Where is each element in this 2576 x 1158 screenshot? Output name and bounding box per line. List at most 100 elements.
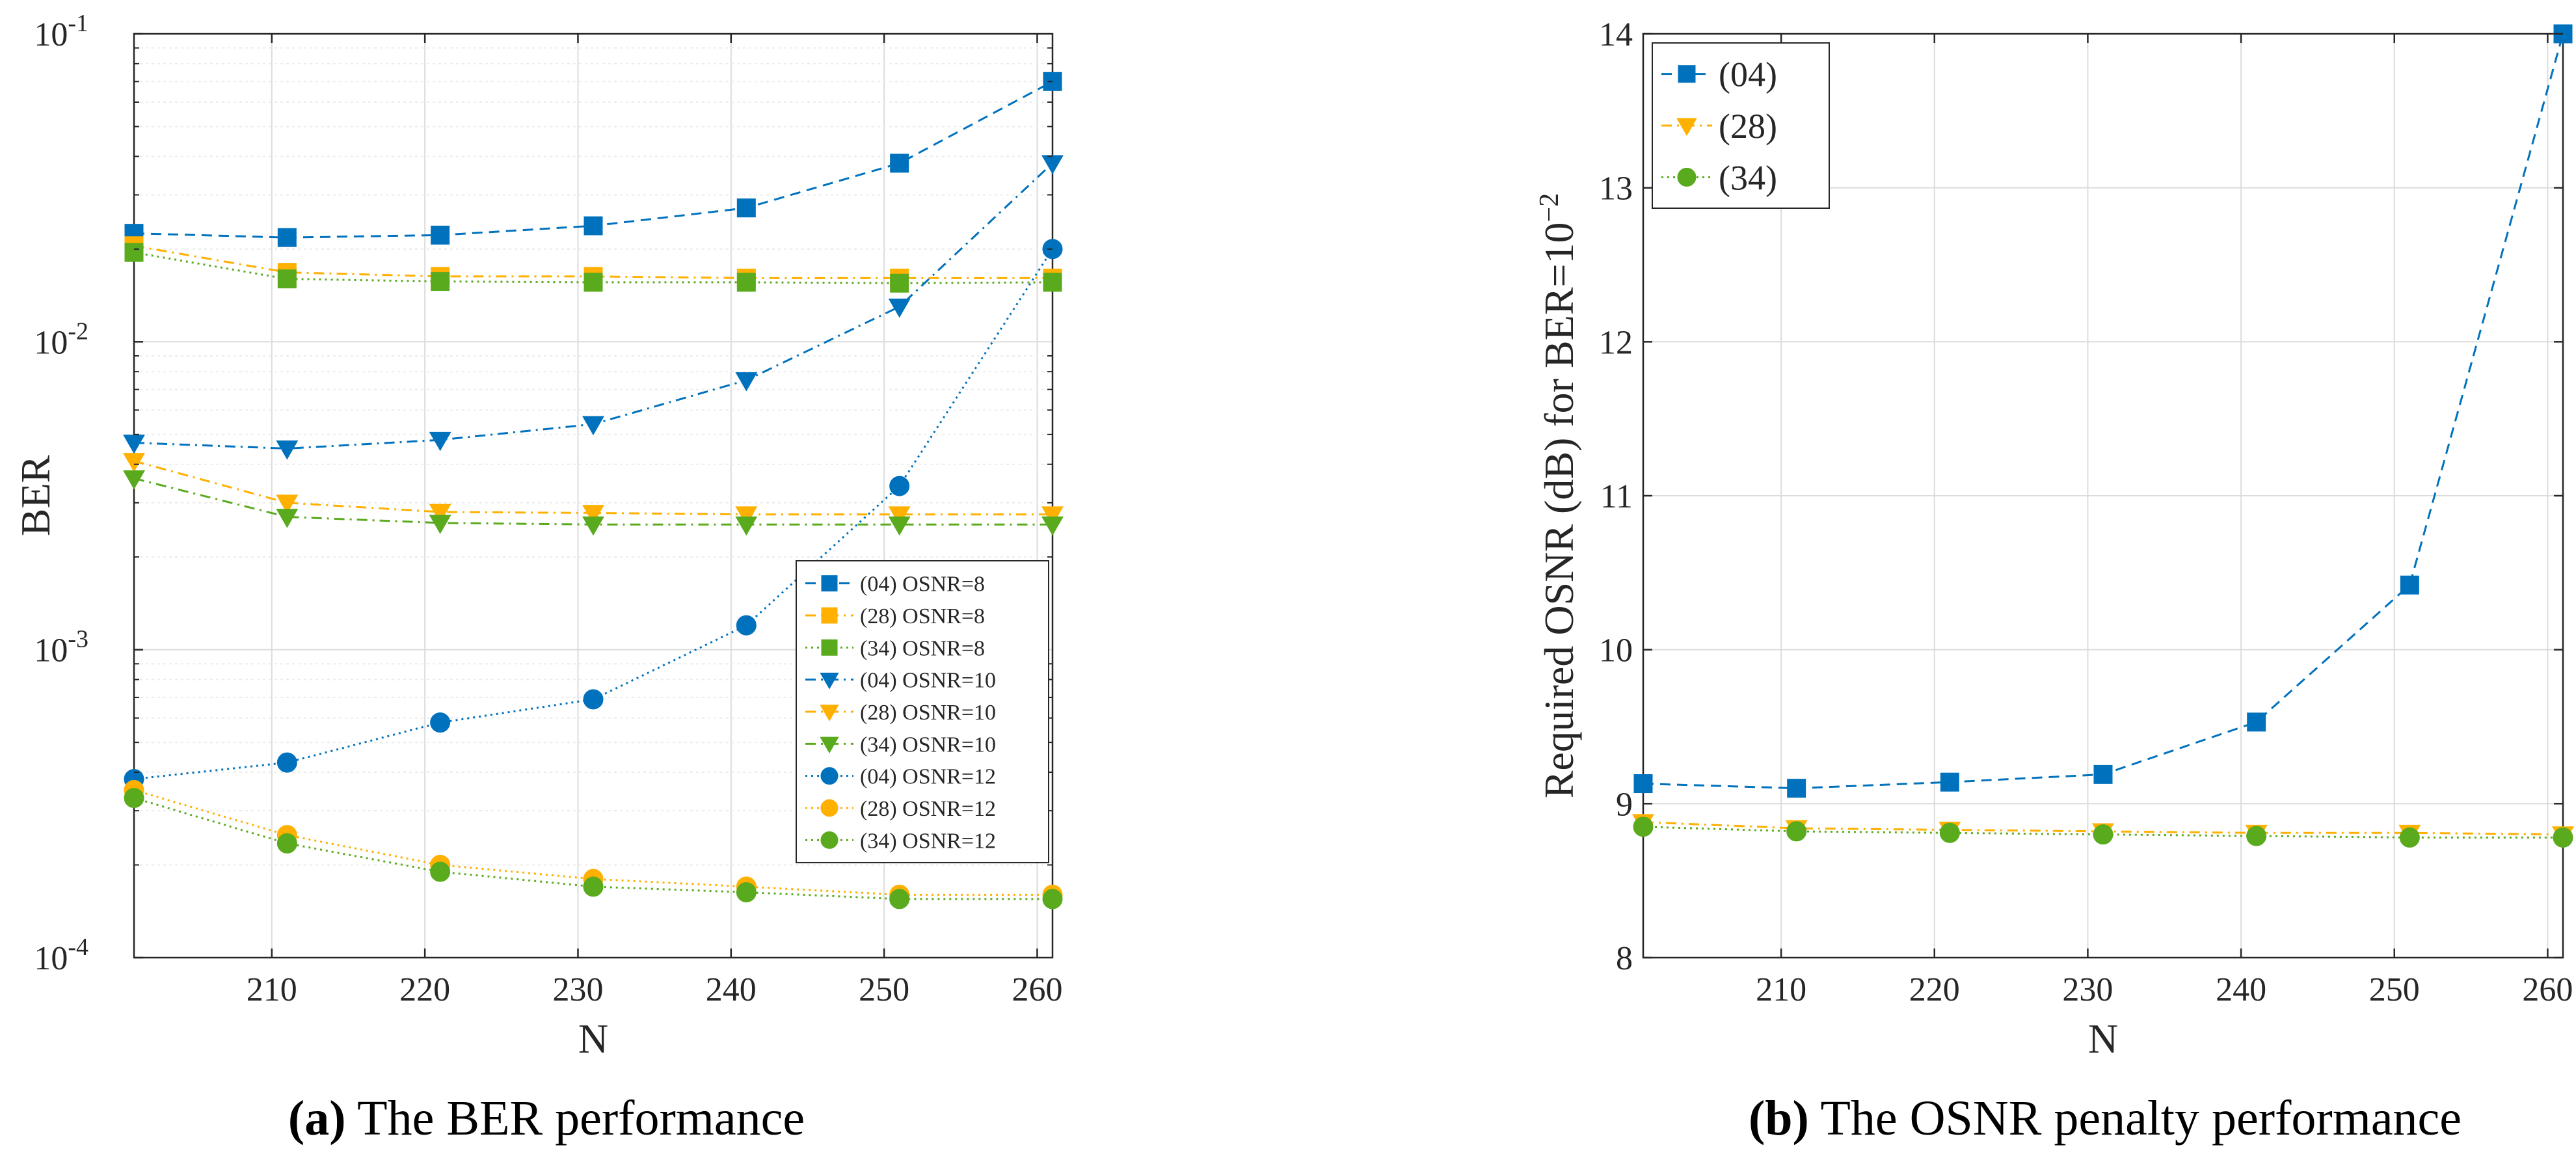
data-point (1042, 889, 1063, 909)
legend-item[interactable]: (34) OSNR=12 (805, 829, 996, 853)
data-point (276, 833, 297, 854)
legend-item[interactable]: (04) OSNR=8 (805, 572, 985, 597)
panel-a-legend[interactable]: (04) OSNR=8 (28) OSNR=8 (34) OSNR=8 (04) OS… (796, 560, 1049, 863)
data-point (431, 272, 450, 291)
legend-label: (28) (1719, 107, 1777, 146)
legend-marker (820, 799, 839, 817)
y-tick-label: 10-2 (34, 317, 88, 361)
data-point (2093, 824, 2113, 845)
legend-label: (04) OSNR=8 (860, 572, 985, 597)
x-tick-label: 250 (2369, 971, 2420, 1008)
data-point (2400, 575, 2419, 595)
y-tick-label: 10-4 (34, 934, 88, 977)
panel-a-y-label: BER (12, 455, 59, 536)
data-point (582, 516, 604, 536)
data-point (277, 269, 297, 289)
data-point (123, 453, 145, 472)
legend-item[interactable]: (04) OSNR=10 (805, 669, 996, 693)
data-point (430, 712, 451, 733)
legend-marker (820, 767, 839, 785)
panel-b-x-ticks: 210 220 230 240 250 260 (1756, 34, 2573, 1008)
x-tick-label: 230 (2062, 971, 2113, 1008)
data-point (888, 506, 911, 526)
series-3 (124, 243, 1062, 293)
x-tick-label: 240 (2216, 971, 2266, 1008)
y-tick-label: 12 (1599, 324, 1633, 361)
series-9 (124, 788, 1063, 909)
panel-a-x-label: N (578, 1016, 608, 1062)
data-point (889, 889, 910, 909)
data-point (582, 505, 604, 524)
legend-marker (1678, 65, 1696, 83)
data-point (1633, 816, 1654, 837)
data-point (735, 372, 758, 392)
data-point (430, 861, 451, 882)
data-point (1041, 506, 1064, 526)
panel-b-y-ticks: 8 9 10 11 12 13 14 (1599, 16, 2563, 977)
data-point (2553, 827, 2573, 848)
legend-item[interactable]: (28) OSNR=10 (805, 701, 996, 725)
data-point (1041, 155, 1064, 175)
panel-a: 210 220 230 240 250 260 10-1 10-2 10-3 10-4 N BE… (12, 10, 1064, 1146)
data-point (277, 228, 297, 247)
legend-label: (28) OSNR=8 (860, 604, 985, 628)
legend-label: (04) OSNR=12 (860, 765, 996, 789)
x-tick-label: 240 (706, 971, 757, 1008)
panel-b-x-label: N (2088, 1016, 2118, 1062)
series-6 (123, 470, 1064, 536)
data-point (276, 509, 299, 528)
data-point (582, 416, 604, 436)
series-3 (1633, 816, 2573, 848)
panel-b-caption-tag: (b) (1749, 1091, 1809, 1146)
y-tick-label: 14 (1599, 16, 1633, 53)
y-tick-label: 11 (1600, 478, 1633, 515)
panel-b-series (1632, 24, 2574, 848)
data-point (735, 516, 758, 536)
legend-box (796, 560, 1049, 863)
panel-a-caption: (a) The BER performance (288, 1091, 805, 1146)
data-point (583, 689, 604, 710)
legend-item[interactable]: (28) OSNR=8 (805, 604, 985, 628)
panel-b-caption-text: The OSNR penalty performance (1809, 1091, 2462, 1146)
data-point (890, 273, 909, 293)
legend-marker (820, 831, 839, 849)
panel-a-plot-area (133, 33, 1054, 959)
legend-item[interactable]: (28) OSNR=12 (805, 797, 996, 821)
legend-marker (1677, 167, 1697, 187)
series-5 (123, 453, 1064, 526)
legend-label: (28) OSNR=10 (860, 701, 996, 725)
data-point (1939, 822, 1960, 843)
legend-marker (820, 736, 839, 754)
y-tick-label: 13 (1599, 170, 1633, 208)
data-point (890, 154, 909, 173)
data-point (736, 615, 757, 636)
legend-item[interactable]: (34) (1661, 158, 1777, 197)
panel-a-x-ticks: 210 220 230 240 250 260 (247, 34, 1062, 1008)
y-tick-label: 10-1 (34, 10, 88, 53)
data-point (124, 788, 144, 809)
legend-label: (34) OSNR=8 (860, 636, 985, 660)
data-point (429, 431, 451, 451)
legend-item[interactable]: (04) OSNR=12 (805, 765, 996, 789)
legend-item[interactable]: (34) OSNR=8 (805, 636, 985, 660)
legend-marker (820, 705, 839, 721)
panel-a-series (123, 72, 1064, 909)
data-point (276, 752, 297, 773)
data-point (889, 476, 910, 496)
legend-item[interactable]: (34) OSNR=10 (805, 733, 996, 757)
data-point (2247, 712, 2266, 732)
data-point (276, 494, 299, 514)
legend-marker (821, 575, 838, 592)
data-point (1633, 774, 1653, 794)
legend-item[interactable]: (28) (1661, 107, 1777, 146)
legend-item[interactable]: (04) (1661, 55, 1777, 94)
panel-b-legend[interactable]: (04) (28) (34) (1652, 42, 1830, 209)
data-point (888, 516, 911, 536)
panel-a-y-ticks: 10-1 10-2 10-3 10-4 (34, 10, 1053, 977)
y-tick-label: 10 (1599, 632, 1633, 669)
panel-b: 210 220 230 240 250 260 8 9 10 11 12 13 14 N Requir… (1535, 16, 2574, 1146)
y-tick-label: 9 (1616, 786, 1633, 823)
panel-a-caption-tag: (a) (288, 1091, 346, 1146)
data-point (1787, 779, 1806, 798)
